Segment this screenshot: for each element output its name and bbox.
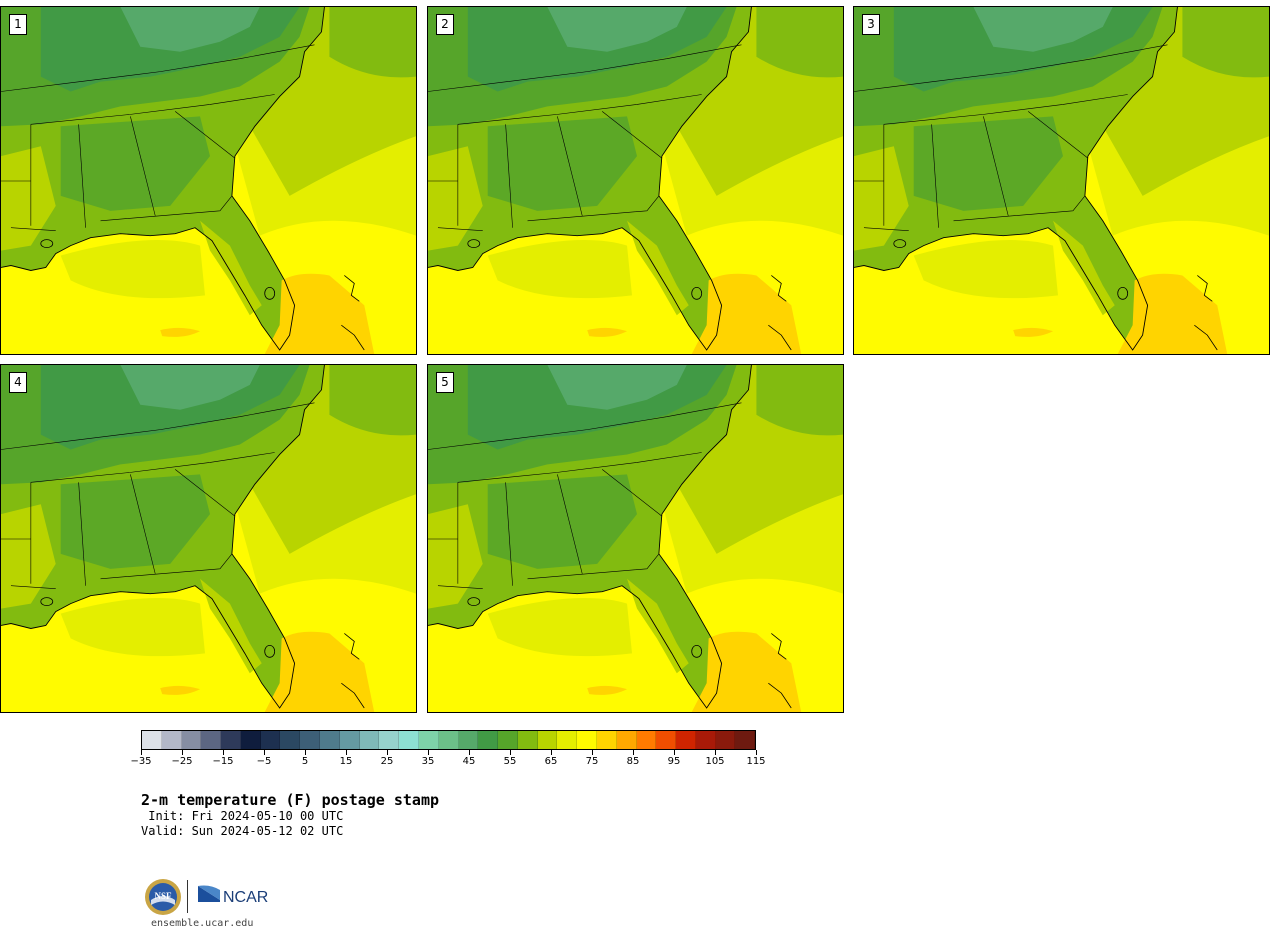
map-panel-5: 5 xyxy=(427,364,844,713)
colorbar-ticks: −35 −25 −15 −5 5 15 25 35 45 55 65 75 85 95 105 115 xyxy=(130,750,766,770)
member-number-label: 1 xyxy=(9,14,27,35)
colorbar-swatch xyxy=(458,731,479,749)
map-panel-4: 4 xyxy=(0,364,417,713)
temperature-map xyxy=(1,365,416,712)
svg-text:NCAR: NCAR xyxy=(223,889,268,906)
colorbar-swatch xyxy=(735,731,756,749)
init-time: Init: Fri 2024-05-10 00 UTC xyxy=(141,809,344,823)
colorbar-swatch xyxy=(399,731,419,749)
colorbar-tick-label: 95 xyxy=(667,756,681,767)
colorbar-swatch xyxy=(498,731,518,749)
colorbar-swatch xyxy=(221,731,241,749)
colorbar-tick-label: 105 xyxy=(705,756,725,767)
colorbar-tick xyxy=(223,750,224,755)
colorbar-swatch xyxy=(280,731,301,749)
colorbar-swatch xyxy=(676,731,696,749)
colorbar-tick-label: 115 xyxy=(746,756,766,767)
colorbar-tick-label: 75 xyxy=(585,756,599,767)
member-number-label: 4 xyxy=(9,372,27,393)
member-number-label: 5 xyxy=(436,372,454,393)
colorbar-tick-label: −15 xyxy=(212,756,234,767)
colorbar-tick-label: −25 xyxy=(171,756,193,767)
colorbar-tick xyxy=(469,750,470,755)
colorbar-tick-label: 5 xyxy=(301,756,309,767)
colorbar-tick xyxy=(305,750,306,755)
colorbar-tick xyxy=(387,750,388,755)
svg-text:NSF: NSF xyxy=(154,891,172,901)
colorbar-tick-label: 55 xyxy=(503,756,517,767)
nsf-logo-icon: NSF xyxy=(145,879,181,915)
colorbar-swatch xyxy=(359,731,380,749)
colorbar-tick xyxy=(551,750,552,755)
ncar-logo-icon: NCAR xyxy=(198,885,268,906)
colorbar-swatch xyxy=(517,731,538,749)
colorbar-tick-label: 45 xyxy=(462,756,476,767)
figure-title: 2-m temperature (F) postage stamp xyxy=(141,791,440,809)
colorbar-swatch xyxy=(260,731,281,749)
colorbar-swatch xyxy=(537,731,558,749)
colorbar-swatch xyxy=(320,731,340,749)
colorbar-swatch xyxy=(656,731,677,749)
colorbar-swatch xyxy=(596,731,617,749)
colorbar-swatch xyxy=(181,731,202,749)
colorbar-swatch xyxy=(418,731,439,749)
colorbar-swatch xyxy=(695,731,716,749)
colorbar-swatch xyxy=(577,731,597,749)
colorbar-tick xyxy=(428,750,429,755)
temperature-map xyxy=(854,7,1269,354)
colorbar-swatch xyxy=(240,731,261,749)
colorbar-swatch xyxy=(478,731,499,749)
colorbar-tick xyxy=(633,750,634,755)
map-panel-2: 2 xyxy=(427,6,844,355)
colorbar-tick-label: 65 xyxy=(544,756,558,767)
colorbar-swatch xyxy=(557,731,578,749)
colorbar-swatch xyxy=(636,731,657,749)
colorbar-swatch xyxy=(616,731,637,749)
temperature-map xyxy=(428,7,843,354)
colorbar-tick-label: −35 xyxy=(130,756,152,767)
colorbar-swatch xyxy=(201,731,222,749)
colorbar-swatch xyxy=(379,731,400,749)
colorbar-swatch xyxy=(438,731,459,749)
colorbar-tick xyxy=(674,750,675,755)
colorbar-tick-label: 35 xyxy=(421,756,435,767)
colorbar-tick-label: −5 xyxy=(256,756,272,767)
colorbar-swatch xyxy=(715,731,736,749)
colorbar-tick xyxy=(510,750,511,755)
colorbar-tick xyxy=(141,750,142,755)
colorbar-tick xyxy=(264,750,265,755)
map-panel-3: 3 xyxy=(853,6,1270,355)
colorbar-tick-label: 15 xyxy=(339,756,353,767)
colorbar-tick xyxy=(346,750,347,755)
logo-divider xyxy=(187,880,188,913)
colorbar-tick-label: 25 xyxy=(380,756,394,767)
colorbar-tick-label: 85 xyxy=(626,756,640,767)
map-panel-1: 1 xyxy=(0,6,417,355)
colorbar-tick xyxy=(715,750,716,755)
colorbar-tick xyxy=(592,750,593,755)
temperature-map xyxy=(428,365,843,712)
temperature-colorbar xyxy=(141,730,756,750)
website-url: ensemble.ucar.edu xyxy=(151,918,254,929)
temperature-map xyxy=(1,7,416,354)
member-number-label: 2 xyxy=(436,14,454,35)
colorbar-swatch xyxy=(161,731,182,749)
member-number-label: 3 xyxy=(862,14,880,35)
colorbar-swatch xyxy=(300,731,321,749)
colorbar-swatch xyxy=(142,731,162,749)
colorbar-tick xyxy=(182,750,183,755)
valid-time: Valid: Sun 2024-05-12 02 UTC xyxy=(141,824,344,838)
colorbar-swatch xyxy=(339,731,360,749)
colorbar-tick xyxy=(756,750,757,755)
